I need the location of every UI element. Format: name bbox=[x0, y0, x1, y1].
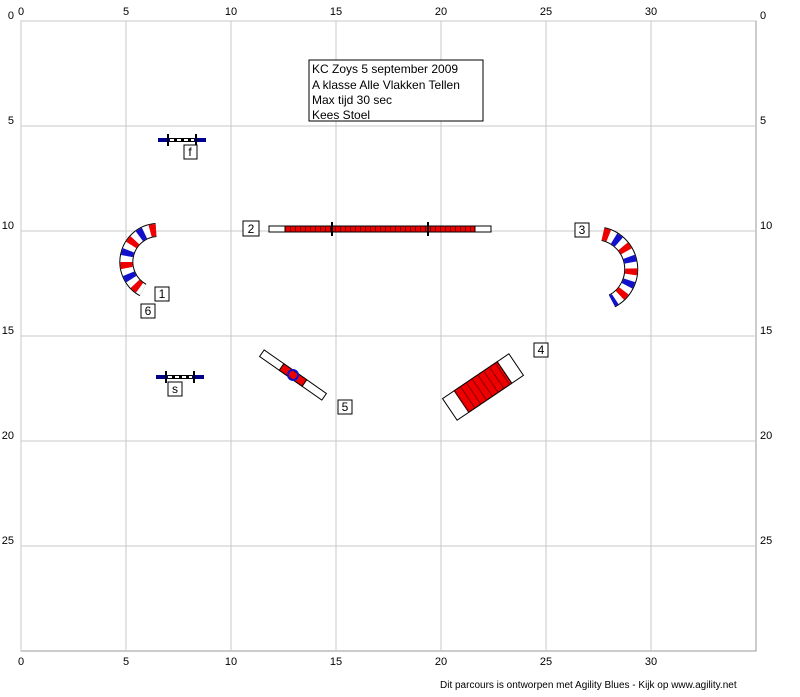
info-line: Kees Stoel bbox=[312, 108, 370, 122]
y-tick-label: 15 bbox=[760, 325, 772, 337]
tunnel bbox=[441, 353, 525, 421]
y-tick-label: 25 bbox=[760, 535, 772, 547]
y-tick-label: 10 bbox=[2, 220, 14, 232]
x-tick-label: 5 bbox=[123, 6, 129, 18]
tunnel bbox=[601, 227, 639, 308]
y-tick-label: 25 bbox=[2, 535, 14, 547]
seesaw bbox=[258, 349, 328, 401]
y-tick-label: 5 bbox=[8, 115, 14, 127]
info-line: A klasse Alle Vlakken Tellen bbox=[312, 78, 460, 92]
x-tick-label: 10 bbox=[225, 656, 237, 668]
dog-walk bbox=[268, 222, 492, 236]
info-line: Max tijd 30 sec bbox=[312, 93, 392, 107]
info-line: KC Zoys 5 september 2009 bbox=[312, 62, 458, 76]
obstacle-label: f bbox=[183, 144, 198, 160]
x-tick-label: 0 bbox=[18, 656, 24, 668]
y-tick-label: 5 bbox=[760, 115, 766, 127]
jump bbox=[158, 134, 206, 146]
x-tick-label: 15 bbox=[330, 656, 342, 668]
jump bbox=[156, 371, 204, 383]
y-tick-label: 10 bbox=[760, 220, 772, 232]
x-tick-label: 30 bbox=[645, 656, 657, 668]
label-text: 6 bbox=[145, 304, 152, 318]
obstacle-label: s bbox=[167, 381, 183, 397]
x-tick-label: 20 bbox=[435, 656, 447, 668]
x-tick-label: 25 bbox=[540, 656, 552, 668]
tunnel bbox=[119, 223, 157, 297]
obstacle-label: 4 bbox=[533, 342, 549, 358]
x-tick-label: 15 bbox=[330, 6, 342, 18]
label-text: 1 bbox=[159, 287, 166, 301]
x-tick-label: 20 bbox=[435, 6, 447, 18]
info-box bbox=[308, 59, 484, 122]
y-tick-label: 20 bbox=[2, 430, 14, 442]
obstacle-label: 6 bbox=[140, 303, 156, 319]
label-text: 5 bbox=[342, 400, 349, 414]
obstacle-label: 5 bbox=[337, 399, 353, 415]
label-text: s bbox=[172, 382, 178, 396]
label-text: 4 bbox=[538, 343, 545, 357]
x-tick-label: 10 bbox=[225, 6, 237, 18]
x-tick-label: 25 bbox=[540, 6, 552, 18]
x-tick-label: 30 bbox=[645, 6, 657, 18]
obstacle-label: 2 bbox=[242, 220, 260, 237]
y-tick-label: 0 bbox=[8, 10, 14, 22]
label-text: 3 bbox=[579, 223, 586, 237]
y-tick-label: 0 bbox=[760, 10, 766, 22]
label-text: 2 bbox=[248, 222, 255, 236]
obstacle-label: 3 bbox=[574, 222, 590, 238]
obstacle-label: 1 bbox=[154, 286, 170, 302]
y-tick-label: 15 bbox=[2, 325, 14, 337]
y-tick-label: 20 bbox=[760, 430, 772, 442]
label-text: f bbox=[188, 145, 192, 159]
footer: Dit parcours is ontworpen met Agility Bl… bbox=[440, 680, 737, 691]
x-tick-label: 5 bbox=[123, 656, 129, 668]
x-tick-label: 0 bbox=[18, 6, 24, 18]
